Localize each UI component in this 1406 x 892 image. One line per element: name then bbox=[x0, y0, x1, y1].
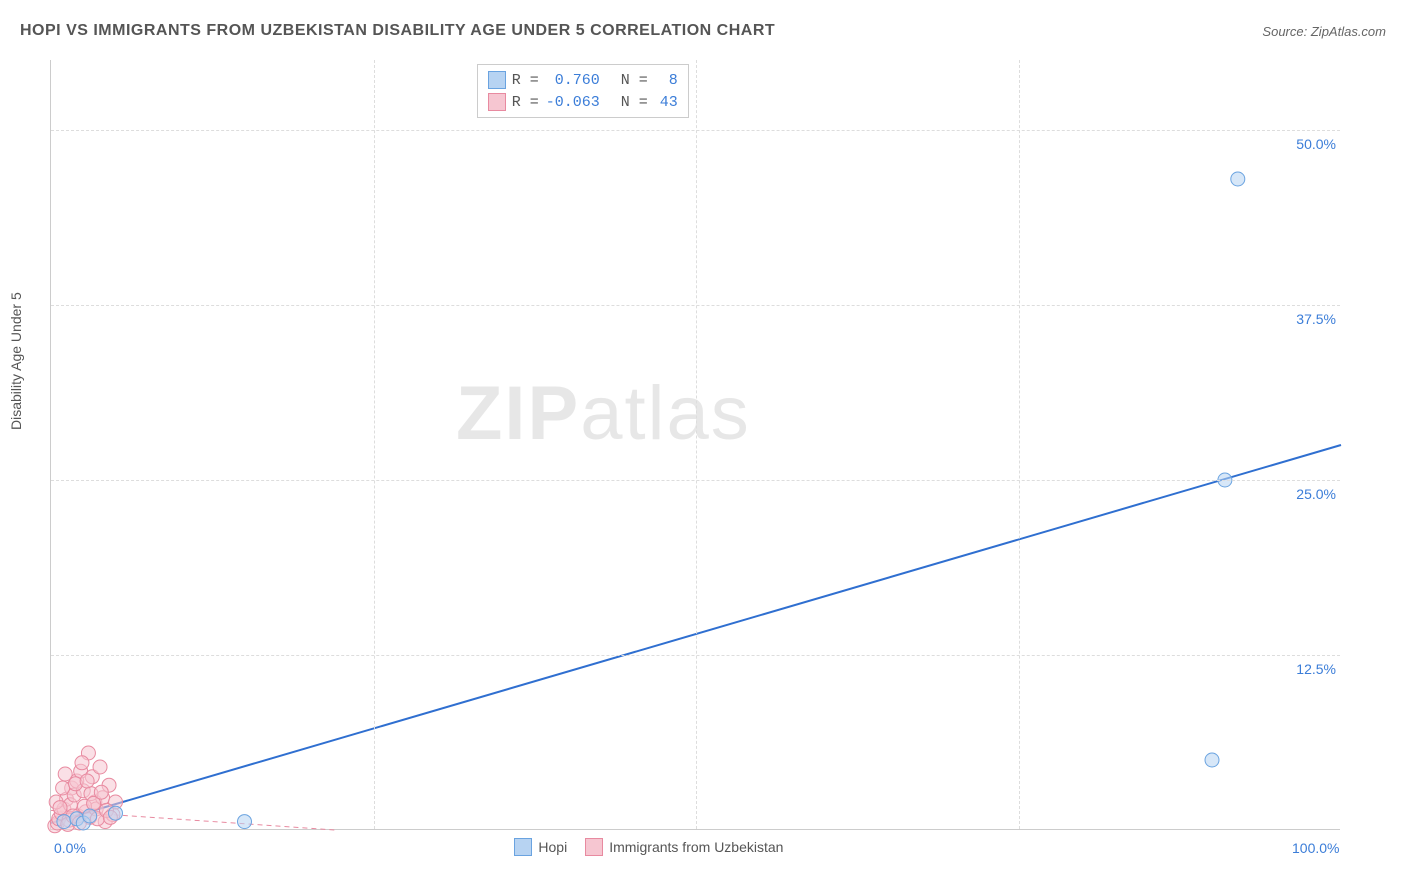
x-tick-label: 0.0% bbox=[54, 840, 86, 856]
gridline-v bbox=[1019, 60, 1020, 829]
gridline-v bbox=[374, 60, 375, 829]
source-attribution: Source: ZipAtlas.com bbox=[1262, 24, 1386, 39]
legend-item-hopi: Hopi bbox=[514, 838, 567, 856]
y-tick-label: 37.5% bbox=[1281, 311, 1336, 327]
swatch-hopi bbox=[488, 71, 506, 89]
r-label: R = bbox=[512, 94, 539, 111]
gridline-v bbox=[696, 60, 697, 829]
n-value-uzbek: 43 bbox=[654, 94, 678, 111]
legend-label-uzbek: Immigrants from Uzbekistan bbox=[609, 839, 783, 855]
y-tick-label: 25.0% bbox=[1281, 486, 1336, 502]
stats-box: R = 0.760 N = 8 R = -0.063 N = 43 bbox=[477, 64, 689, 118]
source-label: Source: bbox=[1262, 24, 1307, 39]
n-label: N = bbox=[621, 94, 648, 111]
swatch-hopi bbox=[514, 838, 532, 856]
x-tick-label: 100.0% bbox=[1292, 840, 1339, 856]
r-label: R = bbox=[512, 72, 539, 89]
legend-item-uzbek: Immigrants from Uzbekistan bbox=[585, 838, 783, 856]
y-tick-label: 12.5% bbox=[1281, 661, 1336, 677]
swatch-uzbek bbox=[585, 838, 603, 856]
r-value-hopi: 0.760 bbox=[545, 72, 600, 89]
source-name: ZipAtlas.com bbox=[1311, 24, 1386, 39]
header: HOPI VS IMMIGRANTS FROM UZBEKISTAN DISAB… bbox=[20, 22, 1386, 40]
swatch-uzbek bbox=[488, 93, 506, 111]
r-value-uzbek: -0.063 bbox=[545, 94, 600, 111]
chart-title: HOPI VS IMMIGRANTS FROM UZBEKISTAN DISAB… bbox=[20, 22, 775, 40]
legend-label-hopi: Hopi bbox=[538, 839, 567, 855]
y-tick-label: 50.0% bbox=[1281, 136, 1336, 152]
stats-row-hopi: R = 0.760 N = 8 bbox=[488, 69, 678, 91]
stats-row-uzbek: R = -0.063 N = 43 bbox=[488, 91, 678, 113]
plot-area: ZIPatlas R = 0.760 N = 8 R = -0.063 N = … bbox=[50, 60, 1340, 830]
n-label: N = bbox=[621, 72, 648, 89]
legend-bottom: Hopi Immigrants from Uzbekistan bbox=[514, 838, 783, 856]
y-axis-label: Disability Age Under 5 bbox=[8, 292, 24, 430]
n-value-hopi: 8 bbox=[654, 72, 678, 89]
